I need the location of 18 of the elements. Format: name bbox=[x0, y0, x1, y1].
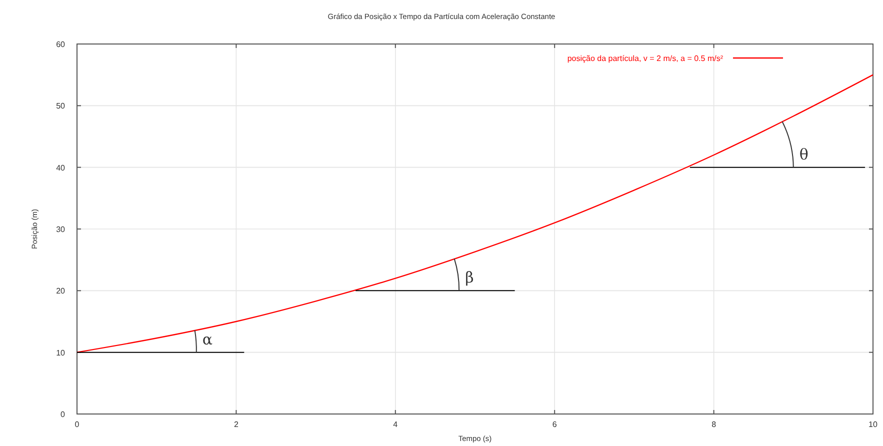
y-tick-label: 30 bbox=[56, 225, 66, 234]
x-tick-label: 2 bbox=[234, 420, 239, 429]
annotation: θ bbox=[799, 145, 808, 164]
line-series bbox=[76, 74, 874, 353]
y-tick-label: 50 bbox=[56, 102, 66, 111]
y-tick-label: 60 bbox=[56, 40, 66, 49]
x-tick-label: 6 bbox=[552, 420, 558, 429]
annotation: α bbox=[202, 330, 213, 348]
y-tick-label: 40 bbox=[56, 163, 66, 172]
text: posição da partícula, v = 2 m/s, a = 0.5 m/s² bbox=[567, 54, 724, 63]
y-tick-label: 0 bbox=[60, 410, 66, 419]
x-tick-label: 10 bbox=[868, 420, 878, 429]
y-tick-label: 20 bbox=[56, 286, 66, 296]
y-tick-label: 10 bbox=[56, 348, 66, 358]
x-tick-label: 8 bbox=[712, 420, 717, 429]
x-tick-label: 0 bbox=[74, 420, 80, 429]
x-tick-label: 4 bbox=[393, 420, 398, 429]
annotation: β bbox=[465, 268, 474, 287]
